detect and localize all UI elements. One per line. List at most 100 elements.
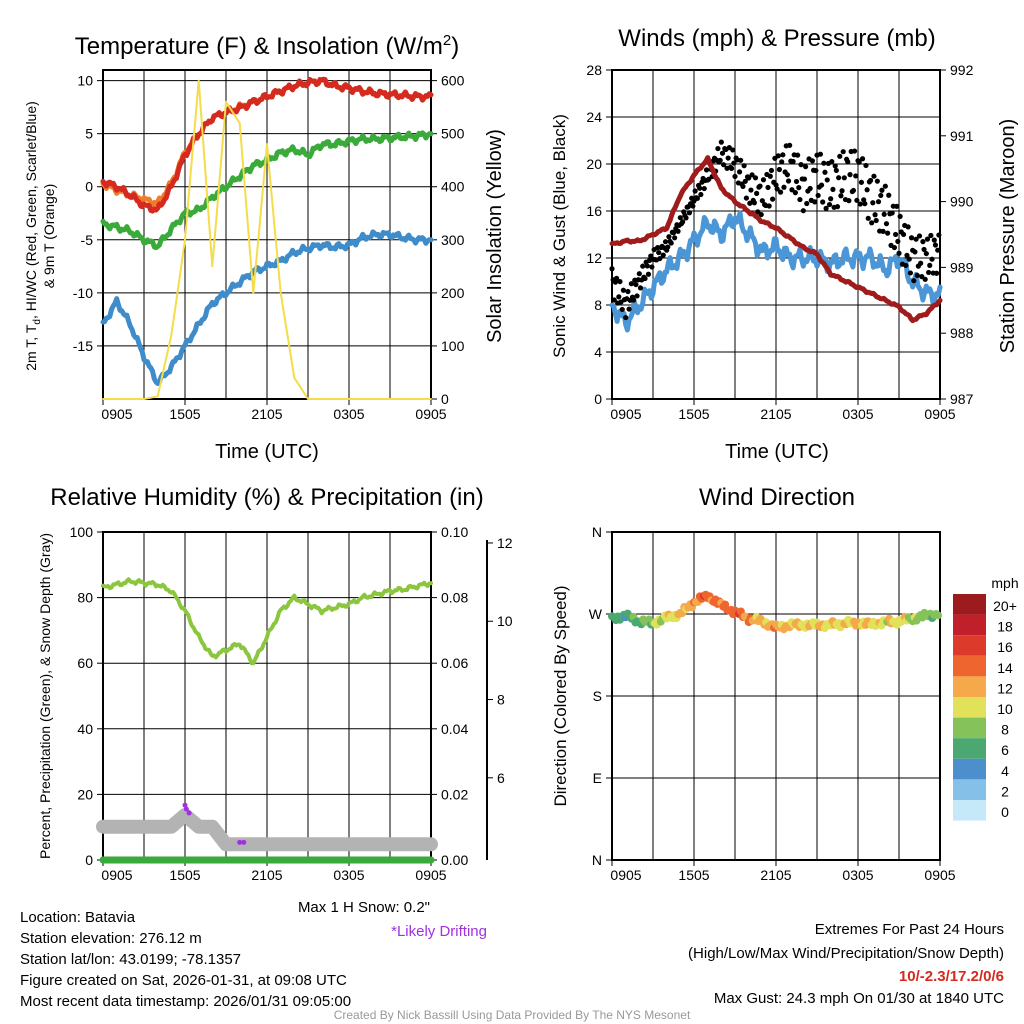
gust-point <box>926 269 932 276</box>
gust-point <box>921 246 927 253</box>
gust-point <box>703 167 710 173</box>
colorbar-label: 18 <box>997 619 1013 635</box>
gust-point <box>680 219 686 225</box>
precip-tick-label: 0.10 <box>441 524 468 540</box>
gust-point <box>907 270 913 276</box>
gust-point <box>721 162 727 168</box>
gust-point <box>863 162 869 169</box>
gust-point <box>857 201 863 207</box>
colorbar-swatch <box>953 614 986 636</box>
wind-chart-title: Winds (mph) & Pressure (mb) <box>618 25 935 52</box>
info-location: Location: Batavia <box>20 909 136 926</box>
y-tick-label: S <box>593 688 602 704</box>
x-tick-label: 0305 <box>842 867 873 883</box>
gust-point <box>812 199 818 205</box>
gust-point <box>894 203 900 209</box>
gust-point <box>804 200 810 207</box>
colorbar-swatch <box>953 676 986 697</box>
pressure-tick-label: 989 <box>950 259 974 275</box>
gust-point <box>840 149 846 155</box>
y-tick-label: -10 <box>73 285 93 301</box>
x-tick-label: 2105 <box>760 406 791 422</box>
gust-point <box>775 153 781 159</box>
gust-point <box>929 256 935 262</box>
temp-y2label: Solar Insolation (Yellow) <box>484 129 506 343</box>
gust-point <box>752 175 759 181</box>
x-tick-label: 2105 <box>251 406 282 422</box>
gust-point <box>800 208 806 214</box>
gust-point <box>834 204 841 210</box>
gust-point <box>662 239 669 245</box>
gust-point <box>644 263 650 269</box>
gust-point <box>922 276 928 282</box>
x-tick-label: 0305 <box>842 406 873 422</box>
gust-point <box>904 252 910 258</box>
y-tick-label: 0 <box>85 179 93 195</box>
gust-point <box>833 167 839 174</box>
y-tick-label: 0 <box>594 391 602 407</box>
drifting-point <box>237 839 243 845</box>
gust-point <box>897 213 903 219</box>
pressure-tick-label: 987 <box>950 391 974 407</box>
gust-point <box>885 230 891 236</box>
gust-point <box>870 200 876 206</box>
info-recent: Most recent data timestamp: 2026/01/31 0… <box>20 993 351 1010</box>
gust-point <box>611 297 617 303</box>
y-tick-label: 20 <box>586 156 602 172</box>
gust-point <box>746 175 752 181</box>
snow-tick-label: 12 <box>497 535 513 551</box>
gust-point <box>741 163 747 169</box>
pressure-tick-label: 990 <box>950 194 974 210</box>
gust-point <box>686 210 693 216</box>
solar-tick-label: 400 <box>441 179 465 195</box>
pressure-tick-label: 988 <box>950 325 974 341</box>
x-tick-label: 0905 <box>924 406 955 422</box>
gust-point <box>620 287 626 293</box>
colorbar-swatch <box>953 779 986 800</box>
y-tick-label: 8 <box>594 297 602 313</box>
rh-chart-title: Relative Humidity (%) & Precipitation (i… <box>50 484 483 511</box>
gust-point <box>625 288 631 295</box>
gust-point <box>617 278 623 285</box>
colorbar-label: 6 <box>1001 742 1009 758</box>
gust-point <box>787 142 793 148</box>
gust-point <box>649 264 655 270</box>
gust-point <box>718 139 724 145</box>
temp-ylabel: 2m T, Td, HI/WC (Red, Green, Scarlet/Blu… <box>23 101 43 371</box>
y-tick-label: 40 <box>77 721 93 737</box>
gust-point <box>851 148 858 154</box>
gust-point <box>815 192 821 199</box>
gust-point <box>795 152 801 158</box>
y-tick-label: 10 <box>77 73 93 89</box>
y-tick-label: 28 <box>586 62 602 78</box>
gust-point <box>862 201 868 207</box>
dir-chart-title: Wind Direction <box>699 484 855 511</box>
gust-point <box>837 153 843 159</box>
gust-point <box>637 285 644 291</box>
gust-point <box>792 190 798 196</box>
direction-point <box>934 611 943 620</box>
gust-point <box>911 278 917 284</box>
x-tick-label: 1505 <box>678 406 709 422</box>
colorbar-swatch <box>953 758 986 780</box>
gust-point <box>824 177 830 183</box>
series-wc-line <box>100 229 434 386</box>
gust-point <box>906 256 912 262</box>
y-tick-label: W <box>589 606 603 622</box>
y-tick-label: E <box>593 770 602 786</box>
gust-point <box>821 160 827 166</box>
gust-point <box>883 221 890 227</box>
y-tick-label: 0 <box>85 852 93 868</box>
dir-ylabel: Direction (Colored By Speed) <box>551 585 570 806</box>
gust-point <box>832 163 838 169</box>
gust-point <box>869 220 875 226</box>
solar-tick-label: 0 <box>441 391 449 407</box>
gust-point <box>683 215 689 221</box>
gust-point <box>817 151 824 157</box>
gust-point <box>933 270 940 276</box>
x-tick-label: 1505 <box>678 867 709 883</box>
gust-point <box>670 230 677 236</box>
gust-point <box>903 262 909 269</box>
gust-point <box>838 193 844 199</box>
